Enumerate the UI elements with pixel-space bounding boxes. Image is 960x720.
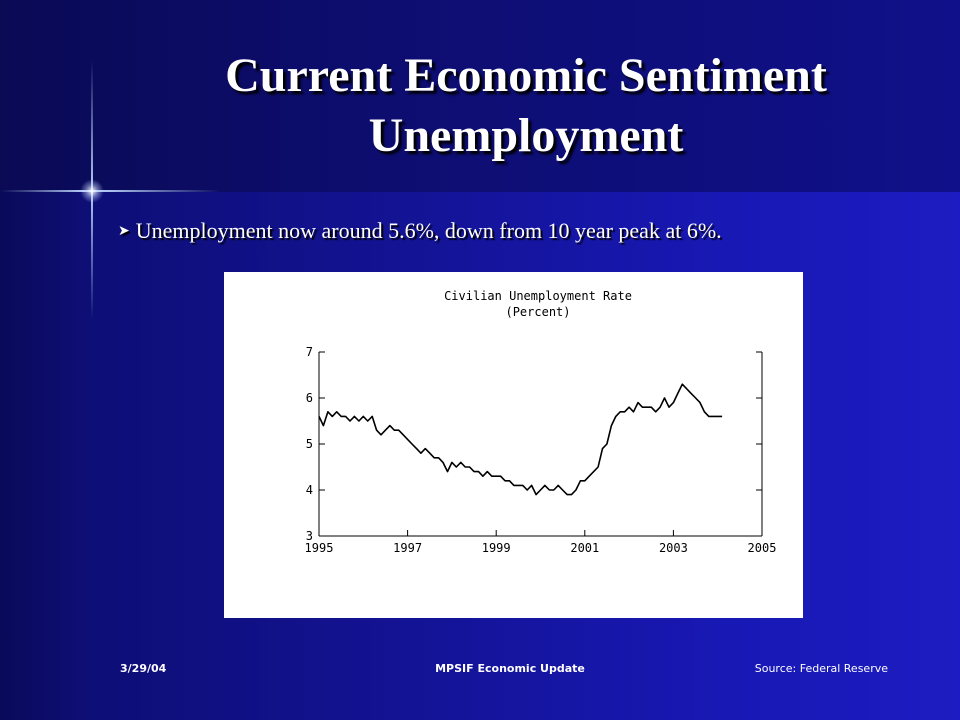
y-tick-label: 4	[306, 483, 313, 497]
chart-ticks: 3 4 5 6 7 1995 1997 1999 2001 2003 2005	[305, 345, 777, 555]
title-band	[0, 0, 960, 192]
footer-source: Source: Federal Reserve	[754, 662, 888, 675]
y-tick-label: 5	[306, 437, 313, 451]
unemployment-chart: Civilian Unemployment Rate (Percent) 3 4 5…	[305, 289, 777, 555]
x-tick-label: 2003	[659, 541, 688, 555]
x-tick-label: 2005	[748, 541, 777, 555]
title-line-1: Current Economic Sentiment	[225, 49, 827, 102]
left-band	[0, 192, 92, 720]
x-tick-label: 1995	[305, 541, 334, 555]
footer-title: MPSIF Economic Update	[435, 662, 585, 675]
light-flare-icon	[80, 179, 104, 203]
y-tick-label: 6	[306, 391, 313, 405]
chart-title: Civilian Unemployment Rate	[444, 289, 632, 303]
chart-container: Civilian Unemployment Rate (Percent) 3 4 5…	[224, 272, 803, 618]
y-tick-label: 7	[306, 345, 313, 359]
page-title: Current Economic Sentiment Unemployment	[92, 46, 960, 166]
chart-series	[318, 383, 723, 496]
chart-subtitle: (Percent)	[505, 305, 570, 319]
chart-axes	[318, 352, 763, 537]
footer-date: 3/29/04	[120, 662, 167, 675]
x-tick-label: 1997	[393, 541, 422, 555]
title-line-2: Unemployment	[368, 109, 684, 162]
x-tick-label: 1999	[482, 541, 511, 555]
bullet-point: ➤ Unemployment now around 5.6%, down from…	[118, 216, 938, 250]
bullet-text: Unemployment now around 5.6%, down from …	[135, 218, 722, 243]
y-tick-label: 3	[306, 529, 313, 543]
arrow-bullet-icon: ➤	[118, 224, 130, 239]
series-line	[318, 383, 723, 496]
x-tick-label: 2001	[570, 541, 599, 555]
light-flare-horizontal	[0, 190, 220, 192]
